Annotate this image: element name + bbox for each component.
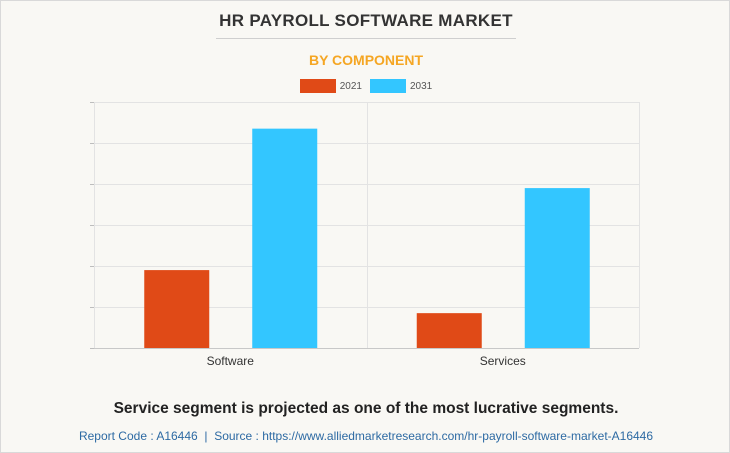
- bar-chart: Software Services: [90, 102, 640, 368]
- chart-title: HR PAYROLL SOFTWARE MARKET: [219, 11, 513, 30]
- report-code: Report Code : A16446: [78, 429, 198, 443]
- bar-2021-services: [416, 313, 482, 348]
- legend-item-2031[interactable]: 2031: [370, 79, 432, 93]
- bar-2031-software: [252, 128, 318, 348]
- x-tick-label: Software: [207, 354, 255, 368]
- footer-separator: |: [204, 429, 208, 443]
- legend: 2021 2031: [1, 79, 730, 93]
- legend-item-2021[interactable]: 2021: [299, 79, 362, 93]
- chart-caption: Service segment is projected as one of t…: [113, 400, 619, 417]
- source-link[interactable]: Source : https://www.alliedmarketresearc…: [214, 429, 654, 443]
- legend-swatch-2031: [370, 79, 406, 93]
- legend-label-2021: 2021: [339, 80, 362, 92]
- bar-2031-services: [524, 188, 590, 348]
- bar-2021-software: [144, 270, 210, 348]
- chart-subtitle: BY COMPONENT: [308, 52, 424, 68]
- legend-swatch-2021: [299, 79, 336, 93]
- x-tick-label: Services: [480, 354, 526, 368]
- legend-label-2031: 2031: [410, 80, 433, 92]
- footer: Report Code : A16446 | Source : https://…: [1, 429, 730, 443]
- title-divider: [216, 38, 516, 39]
